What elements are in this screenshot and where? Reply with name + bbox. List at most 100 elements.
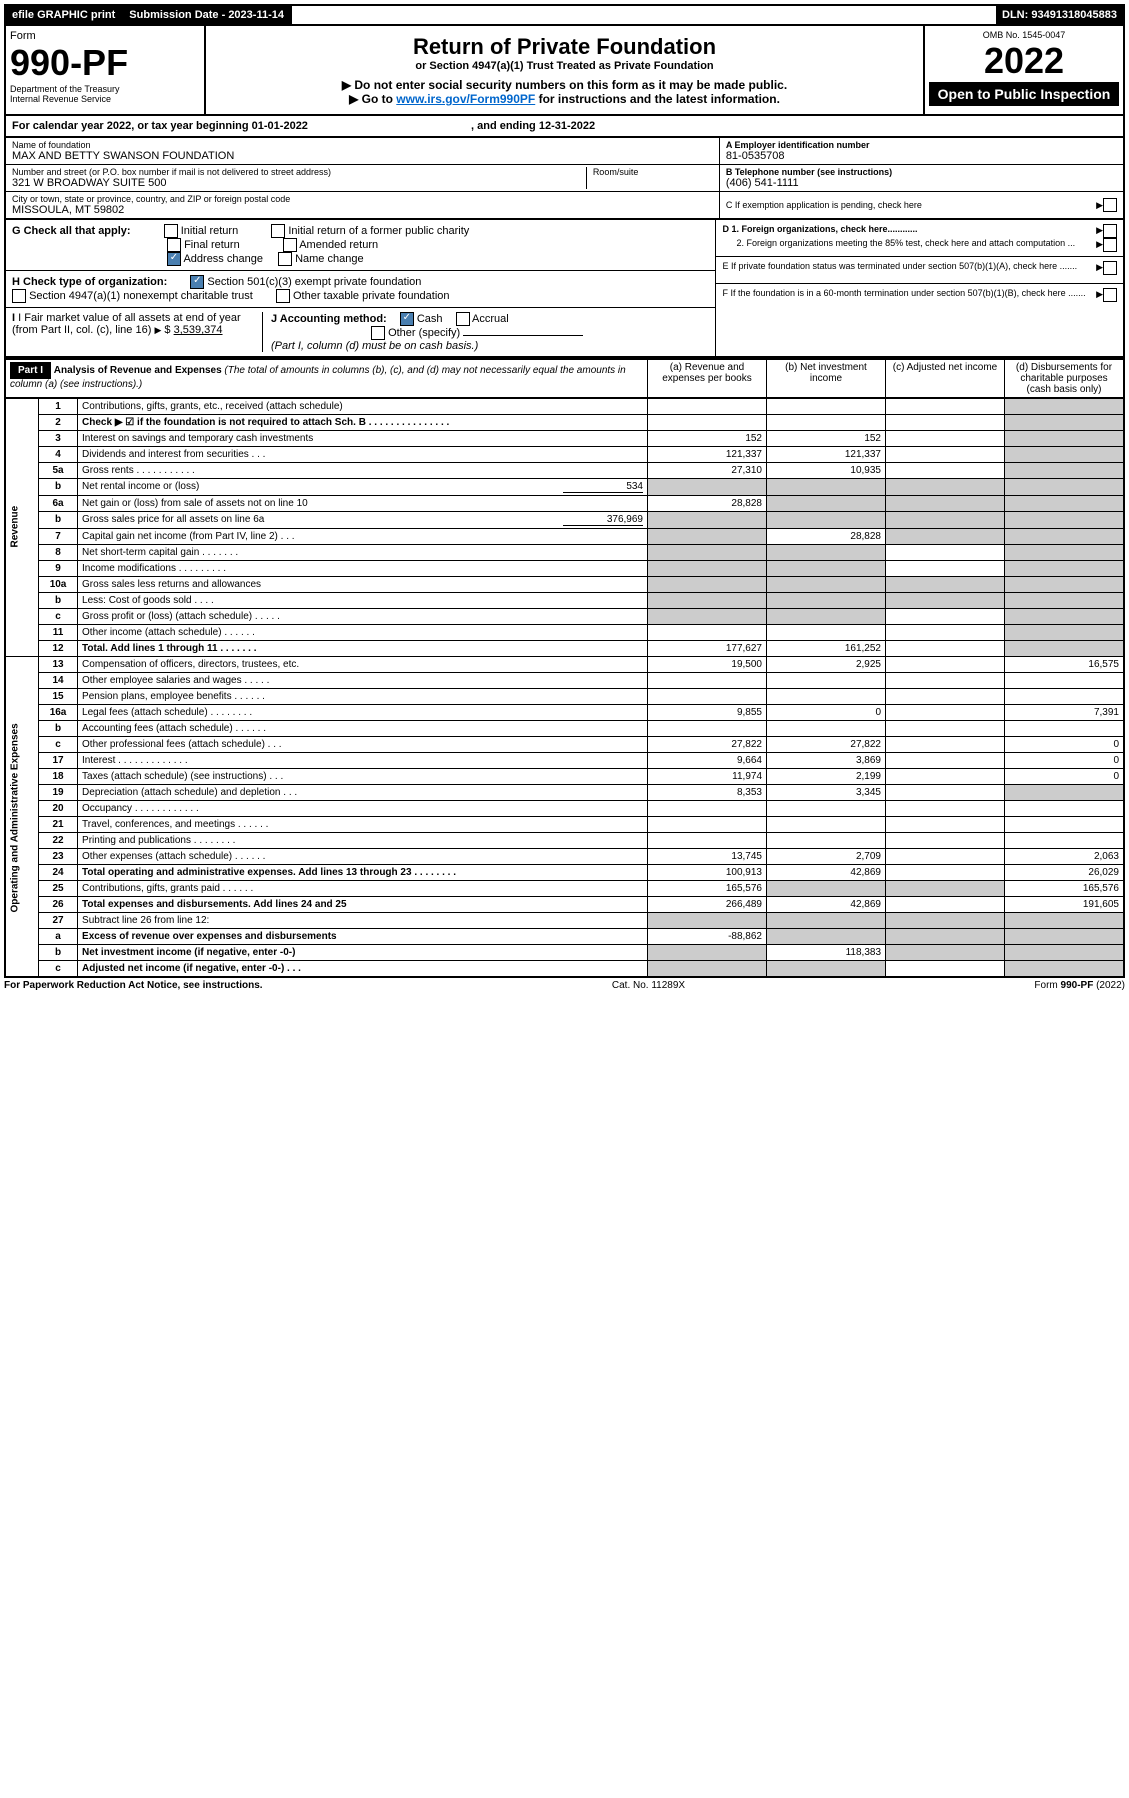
col-c-header: (c) Adjusted net income	[886, 359, 1005, 398]
line-number: 22	[39, 833, 78, 849]
cell-c	[886, 721, 1005, 737]
g-address-checkbox[interactable]	[167, 252, 181, 266]
g-initial-checkbox[interactable]	[164, 224, 178, 238]
g-amended-checkbox[interactable]	[283, 238, 297, 252]
h-501c3-checkbox[interactable]	[190, 275, 204, 289]
cell-c	[886, 705, 1005, 721]
line-number: 12	[39, 641, 78, 657]
cell-c	[886, 801, 1005, 817]
j-cash-checkbox[interactable]	[400, 312, 414, 326]
cell-c	[886, 945, 1005, 961]
ein-label: A Employer identification number	[726, 140, 1117, 150]
phone-label: B Telephone number (see instructions)	[726, 167, 1117, 177]
j-other-checkbox[interactable]	[371, 326, 385, 340]
line-number: b	[39, 512, 78, 529]
col-d-header: (d) Disbursements for charitable purpose…	[1005, 359, 1125, 398]
irs-link[interactable]: www.irs.gov/Form990PF	[396, 92, 535, 106]
ij-row: I I Fair market value of all assets at e…	[6, 307, 715, 352]
cell-d: 191,605	[1005, 897, 1125, 913]
footer-left: For Paperwork Reduction Act Notice, see …	[4, 980, 263, 991]
cell-a: 19,500	[648, 657, 767, 673]
line-text: Net gain or (loss) from sale of assets n…	[78, 496, 648, 512]
line-number: 13	[39, 657, 78, 673]
g-name-checkbox[interactable]	[278, 252, 292, 266]
line-text: Occupancy . . . . . . . . . . . .	[78, 801, 648, 817]
cell-d	[1005, 945, 1125, 961]
f-checkbox[interactable]	[1103, 288, 1117, 302]
cell-a: 9,855	[648, 705, 767, 721]
cell-a	[648, 512, 767, 529]
line-number: 24	[39, 865, 78, 881]
cell-c	[886, 673, 1005, 689]
revenue-vlabel: Revenue	[5, 398, 39, 657]
cell-a	[648, 398, 767, 415]
cell-a	[648, 577, 767, 593]
cell-a	[648, 529, 767, 545]
cell-c	[886, 398, 1005, 415]
line-text: Net short-term capital gain . . . . . . …	[78, 545, 648, 561]
line-number: 21	[39, 817, 78, 833]
f-label: F If the foundation is in a 60-month ter…	[722, 288, 1096, 302]
cell-a	[648, 689, 767, 705]
ein-value: 81-0535708	[726, 150, 1117, 162]
cell-c	[886, 577, 1005, 593]
d1-checkbox[interactable]	[1103, 224, 1117, 238]
cell-c	[886, 849, 1005, 865]
cell-b: 152	[767, 431, 886, 447]
form-subtitle: or Section 4947(a)(1) Trust Treated as P…	[214, 60, 915, 72]
cell-d	[1005, 817, 1125, 833]
irs-label: Internal Revenue Service	[10, 94, 200, 104]
cell-d	[1005, 833, 1125, 849]
cell-c	[886, 447, 1005, 463]
line-text: Interest on savings and temporary cash i…	[78, 431, 648, 447]
h-4947-checkbox[interactable]	[12, 289, 26, 303]
phone-value: (406) 541-1111	[726, 177, 1117, 189]
city-state-zip: MISSOULA, MT 59802	[12, 204, 713, 216]
cell-d	[1005, 673, 1125, 689]
line-text: Other professional fees (attach schedule…	[78, 737, 648, 753]
g-row: G Check all that apply: Initial return I…	[12, 224, 709, 266]
d2-checkbox[interactable]	[1103, 238, 1117, 252]
cell-b	[767, 415, 886, 431]
j-accrual-checkbox[interactable]	[456, 312, 470, 326]
c-checkbox[interactable]	[1103, 198, 1117, 212]
cell-a: 27,310	[648, 463, 767, 479]
line-number: a	[39, 929, 78, 945]
line-number: 27	[39, 913, 78, 929]
cell-d	[1005, 593, 1125, 609]
cell-c	[886, 769, 1005, 785]
line-number: 5a	[39, 463, 78, 479]
line-number: 3	[39, 431, 78, 447]
cell-d	[1005, 512, 1125, 529]
g-final-checkbox[interactable]	[167, 238, 181, 252]
form-title: Return of Private Foundation	[214, 34, 915, 60]
part1-label: Part I	[10, 362, 51, 379]
open-public-badge: Open to Public Inspection	[929, 82, 1119, 106]
h-other-checkbox[interactable]	[276, 289, 290, 303]
line-number: b	[39, 593, 78, 609]
g-initial-former-checkbox[interactable]	[271, 224, 285, 238]
omb-number: OMB No. 1545-0047	[929, 30, 1119, 40]
cell-d: 7,391	[1005, 705, 1125, 721]
line-text: Other expenses (attach schedule) . . . .…	[78, 849, 648, 865]
line-number: 7	[39, 529, 78, 545]
line-text: Total expenses and disbursements. Add li…	[78, 897, 648, 913]
line-number: 11	[39, 625, 78, 641]
efile-print-label[interactable]: efile GRAPHIC print	[6, 6, 123, 24]
name-label: Name of foundation	[12, 140, 713, 150]
cell-b	[767, 881, 886, 897]
cell-c	[886, 625, 1005, 641]
e-checkbox[interactable]	[1103, 261, 1117, 275]
cell-c	[886, 641, 1005, 657]
cell-a	[648, 545, 767, 561]
cell-d	[1005, 689, 1125, 705]
cell-a	[648, 961, 767, 978]
col-b-header: (b) Net investment income	[767, 359, 886, 398]
line-number: 8	[39, 545, 78, 561]
line-text: Pension plans, employee benefits . . . .…	[78, 689, 648, 705]
line-text: Compensation of officers, directors, tru…	[78, 657, 648, 673]
cell-a: 13,745	[648, 849, 767, 865]
line-number: 6a	[39, 496, 78, 512]
line-text: Less: Cost of goods sold . . . .	[78, 593, 648, 609]
line-number: b	[39, 945, 78, 961]
